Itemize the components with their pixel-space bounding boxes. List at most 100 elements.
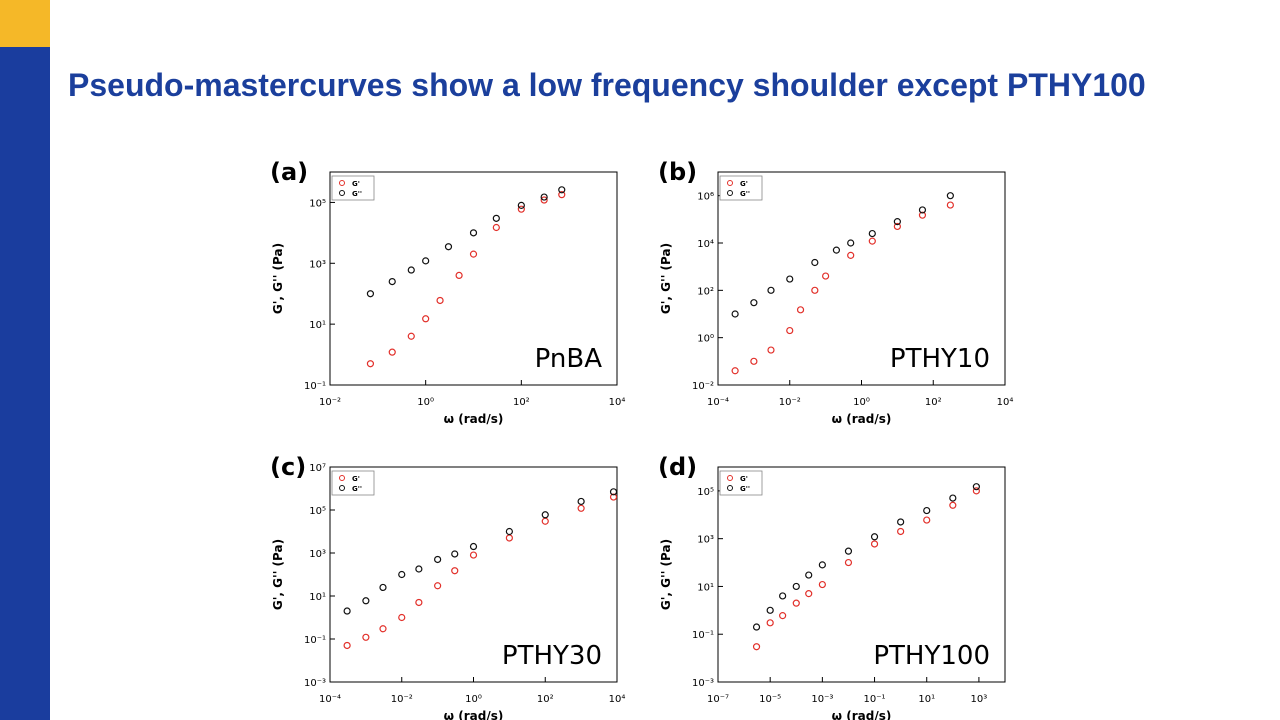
y-tick-label: 10² [697, 286, 714, 297]
y-tick-label: 10³ [309, 549, 326, 560]
x-tick-label: 10² [537, 694, 554, 705]
data-point [779, 592, 787, 600]
data-point [868, 229, 876, 238]
data-point [609, 488, 618, 496]
panel-label: (a) [270, 158, 308, 186]
data-point [750, 299, 758, 307]
data-point [558, 191, 566, 199]
data-point [398, 613, 406, 622]
y-tick-label: 10⁶ [697, 192, 714, 203]
data-point [422, 257, 430, 265]
legend-label: G' [740, 475, 748, 483]
sample-annotation: PnBA [535, 344, 603, 374]
data-point [750, 357, 758, 365]
y-tick-label: 10⁻¹ [304, 381, 326, 392]
legend-marker [339, 190, 345, 196]
x-tick-label: 10⁴ [609, 397, 626, 408]
data-point [796, 306, 805, 314]
data-point [415, 565, 423, 573]
x-tick-label: 10⁰ [417, 397, 434, 408]
x-axis-label: ω (rad/s) [832, 412, 892, 426]
data-point [792, 599, 800, 607]
data-point [451, 550, 459, 558]
legend-marker [727, 485, 733, 491]
data-point [540, 196, 548, 204]
data-point [805, 571, 813, 579]
data-point [407, 332, 415, 340]
data-point [946, 201, 954, 209]
legend-marker [339, 485, 345, 491]
x-tick-label: 10² [925, 397, 942, 408]
data-point [811, 258, 819, 267]
legend-label: G'' [740, 485, 750, 493]
legend-box [719, 470, 763, 496]
data-point [767, 286, 775, 294]
x-tick-label: 10⁰ [853, 397, 870, 408]
data-point [388, 348, 396, 356]
data-point [577, 497, 585, 506]
x-tick-label: 10⁻¹ [864, 694, 886, 705]
data-point [436, 296, 444, 305]
x-tick-label: 10⁻² [779, 397, 801, 408]
x-tick-label: 10⁰ [465, 694, 482, 705]
y-axis-label: G', G'' (Pa) [271, 539, 285, 610]
chart-panel: (c) PTHY30 ω (rad/s) G', G'' (Pa) 10⁻⁴ 10⁻² 10… [270, 453, 625, 720]
data-point [972, 487, 980, 495]
data-point [388, 278, 396, 286]
data-point [540, 193, 548, 201]
data-point [362, 633, 370, 641]
y-tick-label: 10⁻³ [304, 678, 326, 689]
legend-label: G'' [740, 190, 750, 198]
y-axis-label: G', G'' (Pa) [659, 243, 673, 314]
data-point [415, 598, 423, 607]
data-point [469, 250, 478, 258]
data-point [505, 534, 513, 542]
slide-title: Pseudo-mastercurves show a low frequency… [68, 67, 1146, 103]
data-point [407, 266, 415, 274]
legend-marker [727, 190, 733, 196]
chart-panel: (b) PTHY10 ω (rad/s) G', G'' (Pa) 10⁻⁴ 10⁻² 10… [658, 158, 1013, 426]
y-tick-label: 10⁷ [309, 463, 326, 474]
x-tick-label: 10⁻⁴ [707, 397, 729, 408]
data-point [949, 494, 957, 502]
x-axis-label: ω (rad/s) [444, 412, 504, 426]
legend-box [719, 175, 763, 201]
data-point [786, 326, 794, 335]
data-point [844, 547, 853, 555]
data-point [541, 517, 549, 525]
y-tick-label: 10⁴ [697, 239, 714, 250]
data-point [752, 623, 761, 631]
legend-box [331, 175, 375, 201]
data-point [398, 570, 406, 579]
data-point [541, 511, 549, 519]
data-point [379, 625, 387, 633]
y-tick-label: 10¹ [697, 582, 714, 593]
data-point [818, 580, 826, 589]
chart-panel: (a) PnBA ω (rad/s) G', G'' (Pa) 10⁻² 10⁰ 10² 10… [270, 158, 625, 426]
chart-panel: (d) PTHY100 ω (rad/s) G', G'' (Pa) 10⁻⁷ 10⁻⁵ 1… [658, 453, 1006, 720]
y-tick-label: 10¹ [309, 320, 326, 331]
data-point [469, 542, 478, 551]
y-tick-label: 10⁰ [697, 334, 714, 345]
data-point [609, 493, 618, 501]
data-point [766, 606, 774, 614]
data-point [949, 501, 957, 509]
y-tick-label: 10⁻² [692, 381, 714, 392]
x-tick-label: 10² [513, 397, 530, 408]
y-tick-label: 10⁻¹ [692, 630, 714, 641]
data-point [492, 223, 500, 232]
legend-label: G'' [352, 485, 362, 493]
x-tick-label: 10⁻⁷ [707, 694, 729, 705]
y-tick-label: 10¹ [309, 592, 326, 603]
data-point [811, 286, 819, 294]
data-point [577, 504, 585, 512]
legend-label: G'' [352, 190, 362, 198]
data-point [893, 222, 901, 231]
legend-box [331, 470, 375, 496]
y-tick-label: 10⁻¹ [304, 635, 326, 646]
sample-annotation: PTHY30 [502, 641, 602, 671]
data-point [870, 533, 879, 541]
data-point [832, 246, 841, 254]
data-point [469, 551, 478, 559]
